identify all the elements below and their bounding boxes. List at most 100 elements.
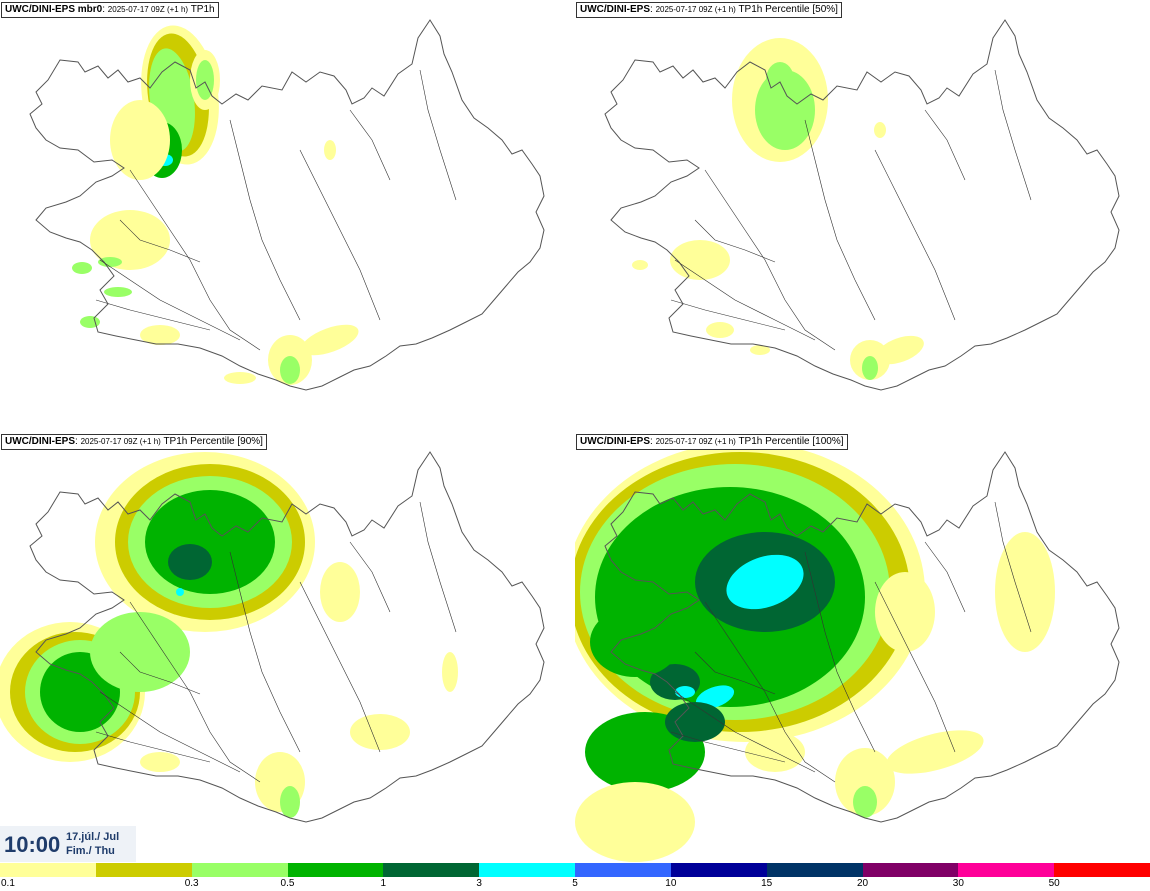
precip-area xyxy=(995,532,1055,652)
precip-map xyxy=(604,19,1120,391)
road-line xyxy=(119,651,201,695)
valid-date-line2: Fim./ Thu xyxy=(66,845,115,857)
road-line xyxy=(670,731,786,763)
road-line xyxy=(704,601,836,783)
road-line xyxy=(119,219,201,263)
road-line xyxy=(229,551,301,753)
precip-area xyxy=(675,686,695,698)
precip-area xyxy=(706,322,734,338)
map-panel-p90: UWC/DINI-EPS: 2025-07-17 09Z (+1 h) TP1h… xyxy=(0,432,575,862)
coastline xyxy=(604,451,1120,823)
legend-tick-label: 0.3 xyxy=(184,878,199,889)
legend-tick-label: 5 xyxy=(572,878,578,889)
precip-area xyxy=(853,786,877,818)
road-line xyxy=(299,149,381,321)
coastline xyxy=(29,19,545,391)
precip-map xyxy=(0,451,545,823)
road-line xyxy=(874,149,956,321)
road-line xyxy=(129,601,261,783)
valid-date: 17.júl./ Jul Fim./ Thu xyxy=(66,830,119,858)
road-line xyxy=(924,541,966,613)
road-line xyxy=(694,651,776,695)
precip-area xyxy=(590,607,680,677)
legend-swatch xyxy=(479,863,576,877)
precip-area xyxy=(72,262,92,274)
panel-title: UWC/DINI-EPS: 2025-07-17 09Z (+1 h) TP1h… xyxy=(576,434,848,450)
legend-swatch xyxy=(383,863,480,877)
legend-swatch xyxy=(0,863,97,877)
road-line xyxy=(994,69,1032,201)
road-line xyxy=(229,119,301,321)
precip-area xyxy=(224,372,256,384)
precip-area xyxy=(168,544,212,580)
precip-area xyxy=(140,325,180,345)
legend-tick-label: 15 xyxy=(761,878,773,889)
panel-title: UWC/DINI-EPS: 2025-07-17 09Z (+1 h) TP1h… xyxy=(1,434,267,450)
precip-area xyxy=(301,324,359,356)
road-line xyxy=(674,259,816,341)
legend-tick-label: 1 xyxy=(380,878,387,889)
precip-area xyxy=(442,652,458,692)
precip-area xyxy=(176,588,184,596)
precip-layer xyxy=(632,38,924,380)
precip-color-legend: 0.1 0.3 0.5 1 3 5 10 15 20 30 50 xyxy=(0,862,1150,891)
map-panel-mbr0: UWC/DINI-EPS mbr0: 2025-07-17 09Z (+1 h)… xyxy=(0,0,575,432)
legend-swatch xyxy=(766,863,863,877)
road-line xyxy=(694,219,776,263)
precip-map xyxy=(29,19,545,391)
precip-area xyxy=(886,730,984,774)
legend-tick-label: 0.1 xyxy=(1,878,15,889)
precip-area xyxy=(874,122,886,138)
legend-swatch xyxy=(1054,863,1150,877)
panel-title: UWC/DINI-EPS mbr0: 2025-07-17 09Z (+1 h)… xyxy=(1,2,219,18)
legend-tick-label: 50 xyxy=(1048,878,1060,889)
road-line xyxy=(349,109,391,181)
road-line xyxy=(804,551,876,753)
precip-area xyxy=(80,316,100,328)
precip-area xyxy=(90,210,170,270)
precip-area xyxy=(670,240,730,280)
road-line xyxy=(95,731,211,763)
map-panel-p50: UWC/DINI-EPS: 2025-07-17 09Z (+1 h) TP1h… xyxy=(575,0,1150,432)
legend-swatch xyxy=(958,863,1055,877)
precip-area xyxy=(104,287,132,297)
road-line xyxy=(99,259,241,341)
legend-swatch xyxy=(95,863,193,877)
road-line xyxy=(670,299,786,331)
road-line xyxy=(874,581,956,753)
road-line xyxy=(704,169,836,351)
road-line xyxy=(349,541,391,613)
precip-area xyxy=(876,335,924,365)
road-line xyxy=(299,581,381,753)
road-line xyxy=(95,299,211,331)
road-line xyxy=(804,119,876,321)
legend-swatch xyxy=(191,863,288,877)
precip-map xyxy=(575,442,1120,862)
precip-area xyxy=(862,356,878,380)
panel-title: UWC/DINI-EPS: 2025-07-17 09Z (+1 h) TP1h… xyxy=(576,2,842,18)
precip-area xyxy=(575,782,695,862)
precip-area xyxy=(875,572,935,652)
legend-tick-label: 3 xyxy=(476,878,482,889)
precip-area xyxy=(324,140,336,160)
precip-area xyxy=(726,554,804,610)
precip-area xyxy=(140,752,180,772)
legend-swatch xyxy=(862,863,959,877)
legend-tick-label: 0.5 xyxy=(280,878,295,889)
road-line xyxy=(674,691,816,773)
coastline xyxy=(29,451,545,823)
road-line xyxy=(129,169,261,351)
precip-area xyxy=(280,356,300,384)
legend-swatch xyxy=(670,863,768,877)
valid-date-line1: 17.júl./ Jul xyxy=(66,831,120,843)
map-panel-p100: UWC/DINI-EPS: 2025-07-17 09Z (+1 h) TP1h… xyxy=(575,432,1150,862)
road-line xyxy=(419,501,457,633)
precip-area xyxy=(280,786,300,818)
legend-tick-label: 30 xyxy=(952,878,964,889)
precip-area xyxy=(350,714,410,750)
precip-layer xyxy=(0,452,458,818)
precip-area xyxy=(695,685,735,709)
precip-area xyxy=(98,257,122,267)
valid-time-box: 10:00 17.júl./ Jul Fim./ Thu xyxy=(0,826,136,862)
legend-tick-label: 10 xyxy=(665,878,677,889)
